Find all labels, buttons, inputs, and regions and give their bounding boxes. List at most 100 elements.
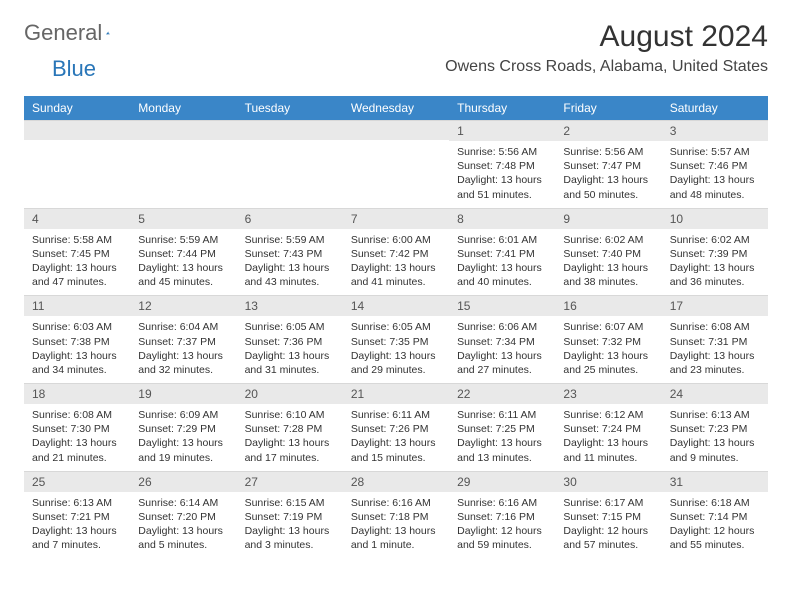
day-data: Sunrise: 6:09 AMSunset: 7:29 PMDaylight:… bbox=[130, 404, 236, 471]
day-data: Sunrise: 6:10 AMSunset: 7:28 PMDaylight:… bbox=[237, 404, 343, 471]
calendar-week-row: 1Sunrise: 5:56 AMSunset: 7:48 PMDaylight… bbox=[24, 120, 768, 208]
daylight-line: Daylight: 13 hours and 51 minutes. bbox=[457, 173, 547, 201]
logo-text-blue: Blue bbox=[52, 56, 96, 82]
day-number: 10 bbox=[662, 208, 768, 229]
sunset-line: Sunset: 7:36 PM bbox=[245, 335, 335, 349]
day-number: 28 bbox=[343, 471, 449, 492]
daylight-line: Daylight: 13 hours and 7 minutes. bbox=[32, 524, 122, 552]
calendar-day-cell bbox=[24, 120, 130, 208]
sunrise-line: Sunrise: 6:02 AM bbox=[670, 233, 760, 247]
daylight-line: Daylight: 13 hours and 11 minutes. bbox=[563, 436, 653, 464]
day-data: Sunrise: 6:12 AMSunset: 7:24 PMDaylight:… bbox=[555, 404, 661, 471]
calendar-day-cell: 21Sunrise: 6:11 AMSunset: 7:26 PMDayligh… bbox=[343, 383, 449, 471]
calendar-day-cell: 3Sunrise: 5:57 AMSunset: 7:46 PMDaylight… bbox=[662, 120, 768, 208]
day-number: 6 bbox=[237, 208, 343, 229]
daylight-line: Daylight: 12 hours and 59 minutes. bbox=[457, 524, 547, 552]
calendar-day-cell: 31Sunrise: 6:18 AMSunset: 7:14 PMDayligh… bbox=[662, 471, 768, 559]
sunrise-line: Sunrise: 5:56 AM bbox=[457, 145, 547, 159]
sunrise-line: Sunrise: 6:16 AM bbox=[351, 496, 441, 510]
calendar-day-cell: 1Sunrise: 5:56 AMSunset: 7:48 PMDaylight… bbox=[449, 120, 555, 208]
sunrise-line: Sunrise: 6:15 AM bbox=[245, 496, 335, 510]
day-number bbox=[343, 120, 449, 140]
daylight-line: Daylight: 13 hours and 34 minutes. bbox=[32, 349, 122, 377]
calendar-week-row: 18Sunrise: 6:08 AMSunset: 7:30 PMDayligh… bbox=[24, 383, 768, 471]
day-data: Sunrise: 6:15 AMSunset: 7:19 PMDaylight:… bbox=[237, 492, 343, 559]
sunset-line: Sunset: 7:46 PM bbox=[670, 159, 760, 173]
sunrise-line: Sunrise: 6:18 AM bbox=[670, 496, 760, 510]
calendar-body: 1Sunrise: 5:56 AMSunset: 7:48 PMDaylight… bbox=[24, 120, 768, 558]
sunset-line: Sunset: 7:32 PM bbox=[563, 335, 653, 349]
sunset-line: Sunset: 7:24 PM bbox=[563, 422, 653, 436]
daylight-line: Daylight: 13 hours and 45 minutes. bbox=[138, 261, 228, 289]
sunrise-line: Sunrise: 6:07 AM bbox=[563, 320, 653, 334]
day-data: Sunrise: 6:06 AMSunset: 7:34 PMDaylight:… bbox=[449, 316, 555, 383]
sunrise-line: Sunrise: 5:58 AM bbox=[32, 233, 122, 247]
sunset-line: Sunset: 7:31 PM bbox=[670, 335, 760, 349]
weekday-header: Sunday bbox=[24, 96, 130, 120]
sunrise-line: Sunrise: 6:09 AM bbox=[138, 408, 228, 422]
day-data: Sunrise: 6:07 AMSunset: 7:32 PMDaylight:… bbox=[555, 316, 661, 383]
day-data: Sunrise: 5:59 AMSunset: 7:44 PMDaylight:… bbox=[130, 229, 236, 296]
logo-text-general: General bbox=[24, 20, 102, 46]
location: Owens Cross Roads, Alabama, United State… bbox=[445, 58, 768, 76]
day-number: 12 bbox=[130, 295, 236, 316]
day-number: 8 bbox=[449, 208, 555, 229]
day-number: 21 bbox=[343, 383, 449, 404]
sunset-line: Sunset: 7:39 PM bbox=[670, 247, 760, 261]
day-number: 11 bbox=[24, 295, 130, 316]
sunrise-line: Sunrise: 6:08 AM bbox=[670, 320, 760, 334]
calendar-day-cell: 13Sunrise: 6:05 AMSunset: 7:36 PMDayligh… bbox=[237, 295, 343, 383]
calendar-day-cell: 5Sunrise: 5:59 AMSunset: 7:44 PMDaylight… bbox=[130, 208, 236, 296]
sunset-line: Sunset: 7:38 PM bbox=[32, 335, 122, 349]
sunset-line: Sunset: 7:37 PM bbox=[138, 335, 228, 349]
sunset-line: Sunset: 7:16 PM bbox=[457, 510, 547, 524]
day-number: 23 bbox=[555, 383, 661, 404]
day-number: 30 bbox=[555, 471, 661, 492]
day-data: Sunrise: 6:08 AMSunset: 7:30 PMDaylight:… bbox=[24, 404, 130, 471]
daylight-line: Daylight: 13 hours and 38 minutes. bbox=[563, 261, 653, 289]
day-data: Sunrise: 5:56 AMSunset: 7:48 PMDaylight:… bbox=[449, 141, 555, 208]
sunrise-line: Sunrise: 6:14 AM bbox=[138, 496, 228, 510]
day-number: 26 bbox=[130, 471, 236, 492]
weekday-header: Thursday bbox=[449, 96, 555, 120]
sunset-line: Sunset: 7:44 PM bbox=[138, 247, 228, 261]
daylight-line: Daylight: 13 hours and 1 minute. bbox=[351, 524, 441, 552]
daylight-line: Daylight: 13 hours and 47 minutes. bbox=[32, 261, 122, 289]
day-number: 4 bbox=[24, 208, 130, 229]
sunset-line: Sunset: 7:43 PM bbox=[245, 247, 335, 261]
sunrise-line: Sunrise: 6:06 AM bbox=[457, 320, 547, 334]
sunrise-line: Sunrise: 6:03 AM bbox=[32, 320, 122, 334]
sunrise-line: Sunrise: 5:59 AM bbox=[245, 233, 335, 247]
weekday-header: Monday bbox=[130, 96, 236, 120]
day-number: 14 bbox=[343, 295, 449, 316]
sunrise-line: Sunrise: 5:57 AM bbox=[670, 145, 760, 159]
daylight-line: Daylight: 13 hours and 9 minutes. bbox=[670, 436, 760, 464]
day-data: Sunrise: 6:13 AMSunset: 7:23 PMDaylight:… bbox=[662, 404, 768, 471]
daylight-line: Daylight: 13 hours and 41 minutes. bbox=[351, 261, 441, 289]
daylight-line: Daylight: 13 hours and 43 minutes. bbox=[245, 261, 335, 289]
calendar-day-cell: 19Sunrise: 6:09 AMSunset: 7:29 PMDayligh… bbox=[130, 383, 236, 471]
day-number: 13 bbox=[237, 295, 343, 316]
day-number: 25 bbox=[24, 471, 130, 492]
day-data: Sunrise: 6:01 AMSunset: 7:41 PMDaylight:… bbox=[449, 229, 555, 296]
day-data: Sunrise: 6:05 AMSunset: 7:35 PMDaylight:… bbox=[343, 316, 449, 383]
sunrise-line: Sunrise: 6:13 AM bbox=[670, 408, 760, 422]
calendar-day-cell bbox=[343, 120, 449, 208]
day-number: 7 bbox=[343, 208, 449, 229]
day-data: Sunrise: 5:58 AMSunset: 7:45 PMDaylight:… bbox=[24, 229, 130, 296]
calendar-day-cell: 17Sunrise: 6:08 AMSunset: 7:31 PMDayligh… bbox=[662, 295, 768, 383]
daylight-line: Daylight: 12 hours and 55 minutes. bbox=[670, 524, 760, 552]
daylight-line: Daylight: 13 hours and 40 minutes. bbox=[457, 261, 547, 289]
daylight-line: Daylight: 13 hours and 48 minutes. bbox=[670, 173, 760, 201]
day-number: 16 bbox=[555, 295, 661, 316]
day-number bbox=[130, 120, 236, 140]
sunrise-line: Sunrise: 6:16 AM bbox=[457, 496, 547, 510]
calendar-day-cell bbox=[237, 120, 343, 208]
day-number: 19 bbox=[130, 383, 236, 404]
calendar-table: SundayMondayTuesdayWednesdayThursdayFrid… bbox=[24, 96, 768, 558]
calendar-day-cell: 11 Sunrise: 6:03 AMSunset: 7:38 PMDayligh… bbox=[24, 295, 130, 383]
sunset-line: Sunset: 7:47 PM bbox=[563, 159, 653, 173]
sunset-line: Sunset: 7:14 PM bbox=[670, 510, 760, 524]
sunrise-line: Sunrise: 6:05 AM bbox=[351, 320, 441, 334]
weekday-header: Saturday bbox=[662, 96, 768, 120]
